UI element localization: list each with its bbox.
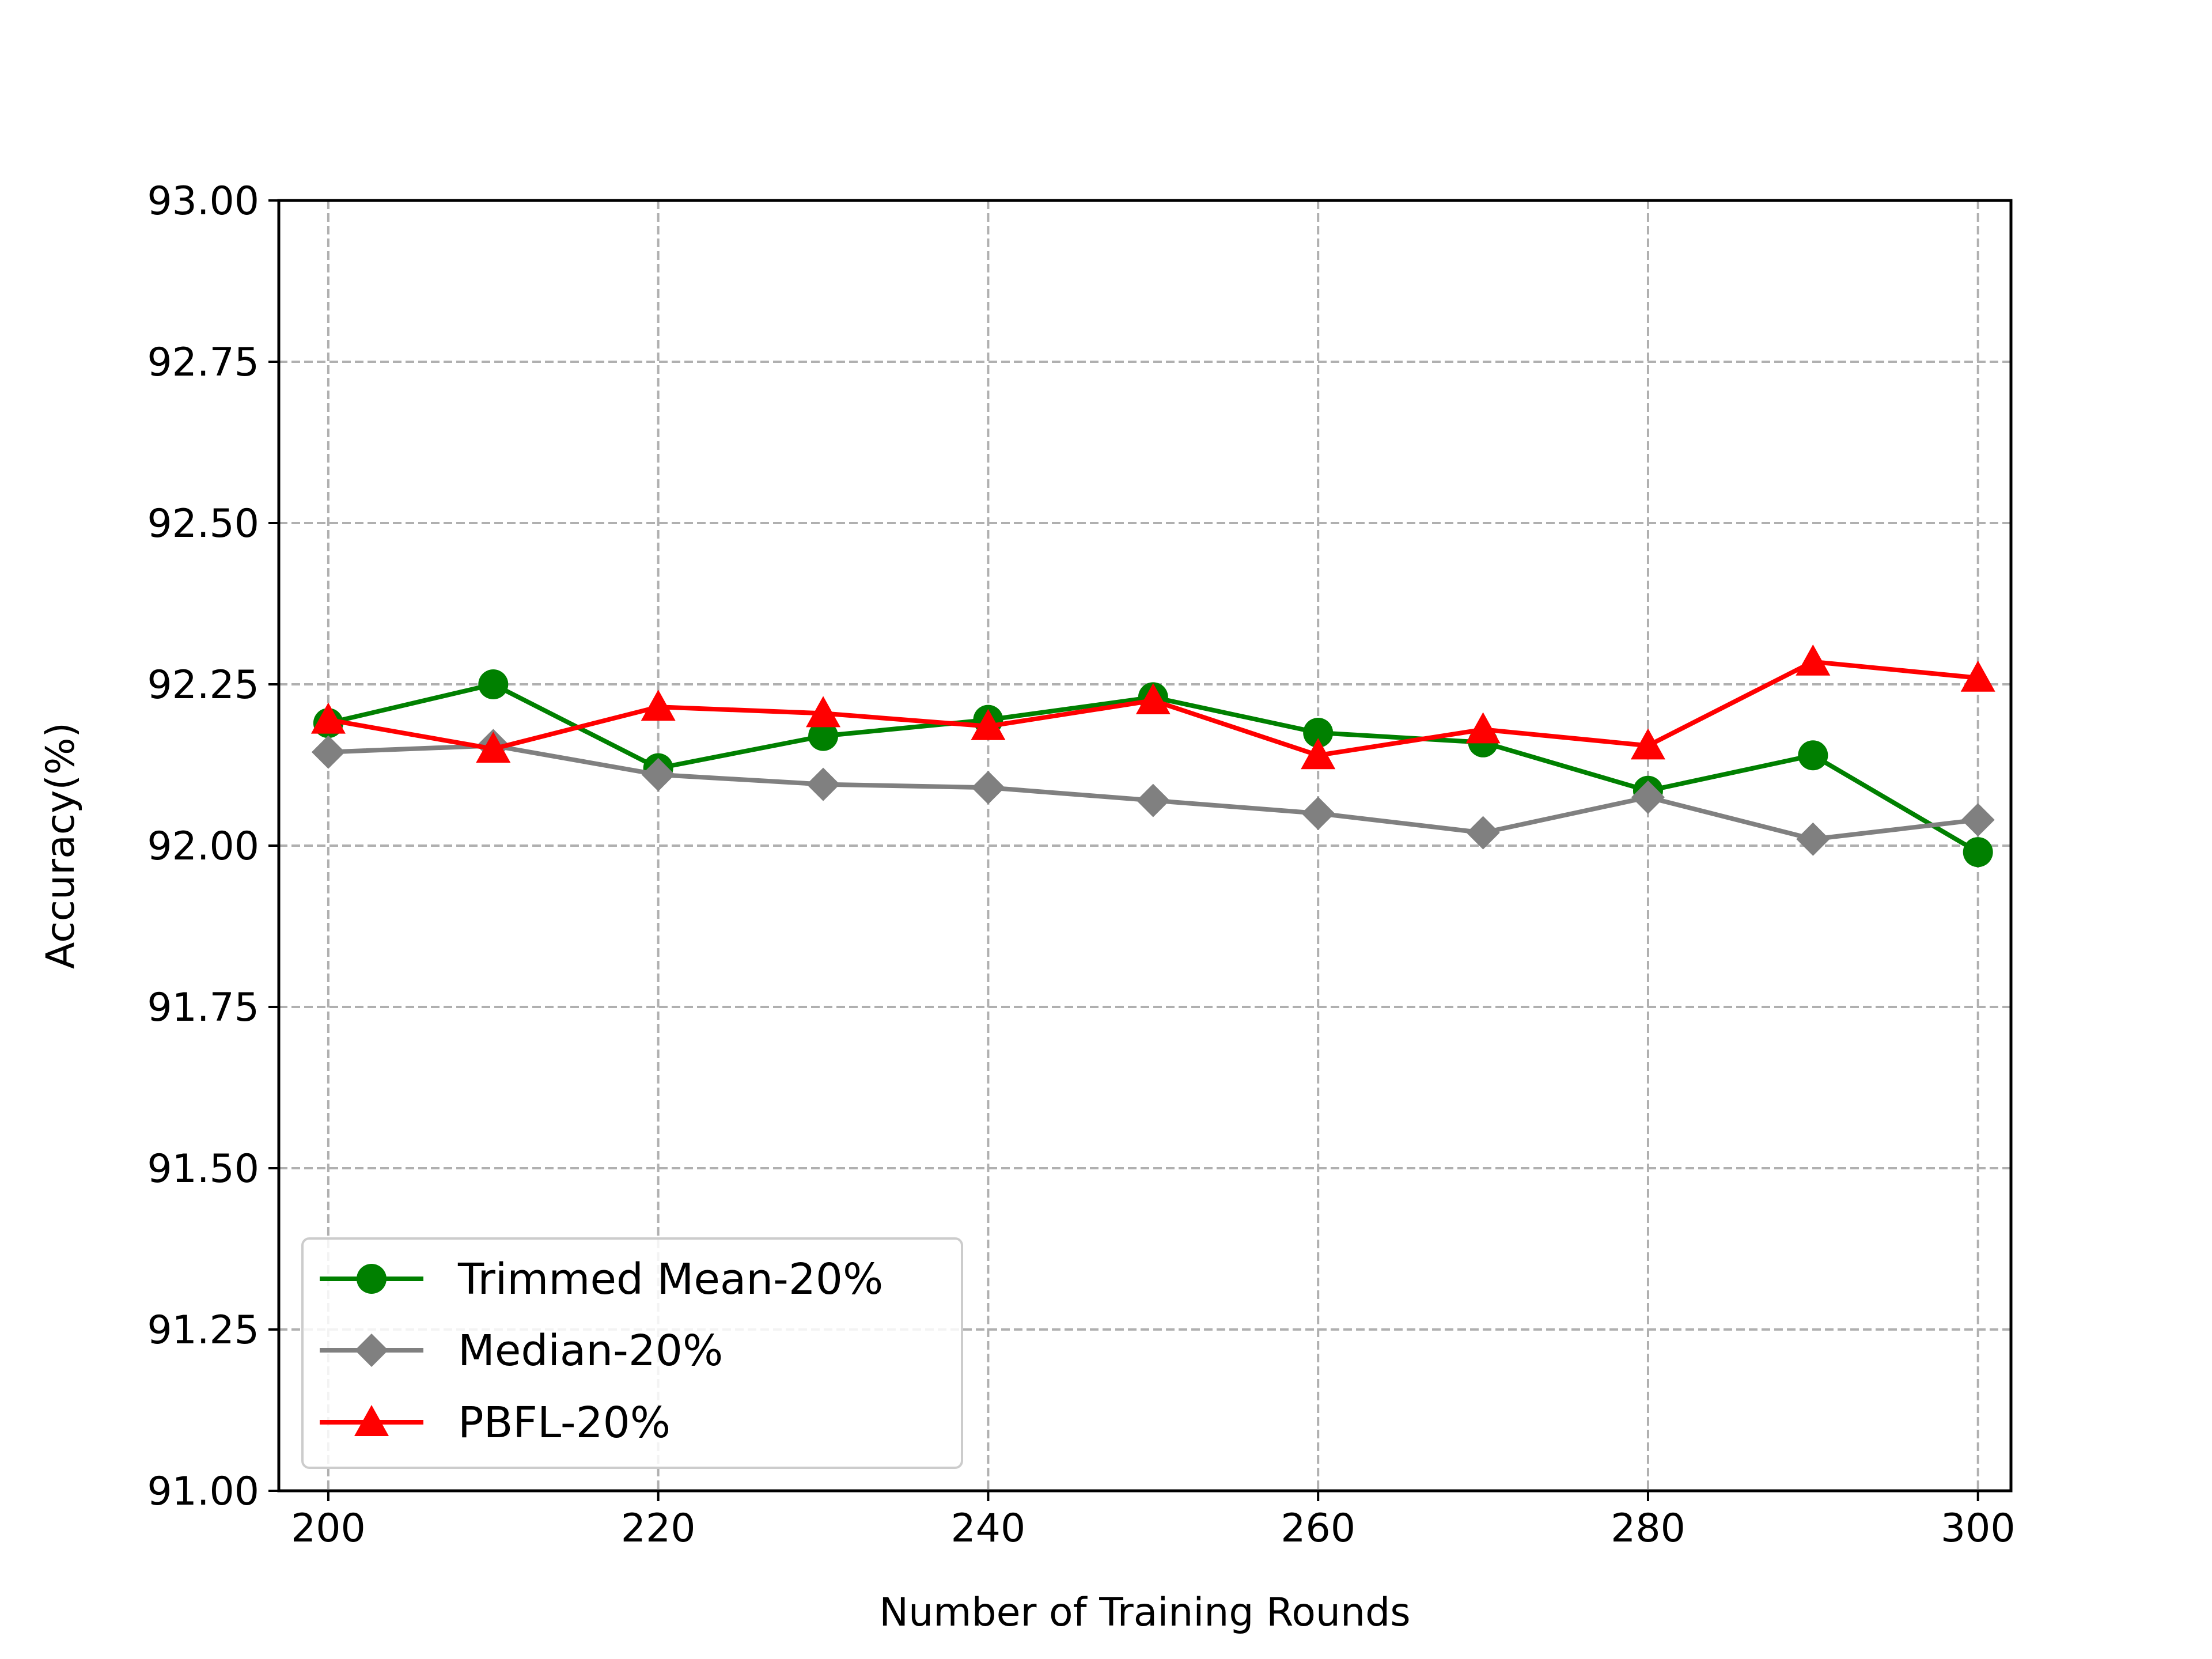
legend-label: PBFL-20%: [458, 1398, 671, 1448]
legend-label: Trimmed Mean-20%: [457, 1255, 883, 1304]
legend-marker: [355, 1334, 388, 1367]
data-point: [971, 771, 1005, 805]
y-tick-label: 91.25: [147, 1308, 259, 1353]
data-point: [641, 757, 675, 791]
data-point: [1961, 803, 1995, 837]
data-point: [971, 709, 1006, 740]
y-tick-label: 91.75: [147, 985, 259, 1031]
series-2: [311, 729, 1995, 856]
data-point: [1136, 783, 1170, 817]
y-tick-label: 92.00: [147, 824, 259, 869]
data-point: [1631, 781, 1665, 814]
data-point: [1301, 797, 1335, 830]
data-point: [476, 732, 511, 763]
data-point: [1135, 683, 1171, 714]
data-point: [1960, 660, 1995, 692]
legend-marker: [354, 1405, 389, 1436]
data-point: [1796, 644, 1831, 676]
axis-ticks: 200 220 240 260 280 300 91.00 91.25 91.50 91.75 92…: [147, 179, 2015, 1551]
data-point: [1630, 728, 1665, 760]
legend: Trimmed Mean-20% Median-20% PBFL-20%: [301, 1237, 963, 1469]
y-tick-label: 91.50: [147, 1146, 259, 1192]
y-tick-label: 92.25: [147, 662, 259, 708]
x-tick-label: 240: [951, 1506, 1026, 1551]
data-point: [478, 669, 509, 699]
data-point: [310, 702, 346, 734]
x-tick-label: 300: [1941, 1506, 2016, 1551]
y-tick-label: 93.00: [147, 179, 259, 224]
data-point: [1465, 712, 1501, 744]
x-tick-label: 280: [1611, 1506, 1685, 1551]
legend-box: [301, 1237, 963, 1469]
data-point: [1466, 816, 1500, 850]
legend-marker: [357, 1264, 387, 1294]
data-point: [806, 767, 840, 801]
x-tick-label: 260: [1281, 1506, 1355, 1551]
y-tick-label: 91.00: [147, 1469, 259, 1514]
data-point: [1301, 738, 1336, 770]
x-tick-label: 200: [291, 1506, 366, 1551]
data-point: [1303, 718, 1334, 748]
y-tick-label: 92.75: [147, 340, 259, 385]
data-point: [641, 690, 676, 721]
data-point: [311, 735, 345, 769]
y-axis-label: Accuracy(%): [38, 722, 84, 969]
y-tick-label: 92.50: [147, 501, 259, 547]
legend-label: Median-20%: [458, 1326, 723, 1376]
data-point: [806, 696, 841, 728]
x-axis-label: Number of Training Rounds: [879, 1590, 1410, 1635]
series-layer: [310, 644, 1995, 868]
x-tick-label: 220: [621, 1506, 696, 1551]
data-point: [1798, 740, 1828, 771]
data-point: [1796, 822, 1830, 856]
series-3: [310, 644, 1995, 770]
data-point: [1963, 837, 1993, 868]
data-point: [808, 721, 839, 751]
